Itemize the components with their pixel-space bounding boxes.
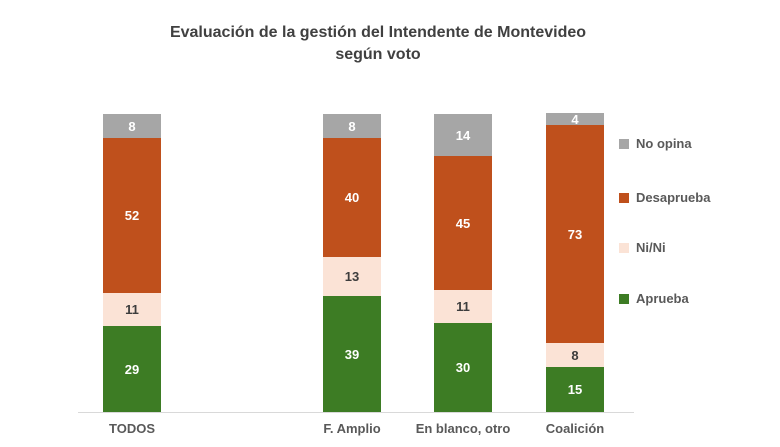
bar-segment-ni-ni: 8 [546, 343, 604, 367]
bar-segment-aprueba: 30 [434, 323, 492, 412]
bar-segment-desaprueba: 52 [103, 138, 161, 293]
bar-segment-no-opina: 14 [434, 114, 492, 156]
chart-title-line-1: Evaluación de la gestión del Intendente … [169, 24, 587, 41]
bar-segment-no-opina: 8 [323, 114, 381, 138]
bar-segment-aprueba: 15 [546, 367, 604, 412]
bar-segment-ni-ni: 13 [323, 257, 381, 296]
segment-value-label: 8 [128, 118, 136, 134]
segment-value-label: 52 [124, 208, 140, 223]
legend-item-ni-ni: Ni/Ni [619, 240, 666, 255]
segment-value-label: 40 [344, 190, 360, 205]
category-label-todos: TODOS [109, 421, 155, 436]
category-label-coalici-n: Coalición [545, 421, 605, 436]
legend-label: Desaprueba [636, 190, 711, 205]
legend-label: No opina [636, 136, 692, 151]
bar-todos: 29 11 52 8 [103, 114, 161, 412]
legend-item-no-opina: No opina [619, 136, 692, 151]
bar-segment-desaprueba: 73 [546, 125, 604, 343]
segment-value-label: 73 [567, 226, 583, 242]
bar-segment-ni-ni: 11 [103, 293, 161, 326]
legend-item-desaprueba: Desaprueba [619, 190, 710, 205]
segment-value-label: 11 [456, 299, 470, 314]
segment-value-label: 13 [344, 269, 360, 284]
bar-en-blanco-otro: 30 11 45 14 [434, 114, 492, 412]
segment-value-label: 45 [455, 215, 471, 231]
bar-segment-desaprueba: 45 [434, 156, 492, 290]
legend-label: Aprueba [636, 291, 689, 306]
x-axis-line [78, 412, 634, 413]
bar-segment-aprueba: 29 [103, 326, 161, 412]
legend-swatch-icon [619, 293, 629, 304]
bar-coalici-n: 15 8 73 4 [546, 113, 604, 412]
legend-swatch-icon [619, 242, 629, 253]
legend-swatch-icon [619, 138, 629, 149]
category-label-en-blanco-otro: En blanco, otro [415, 421, 511, 436]
bar-segment-no-opina: 4 [546, 111, 604, 127]
legend-label: Ni/Ni [636, 240, 666, 255]
segment-value-label: 29 [124, 361, 140, 377]
segment-value-label: 11 [125, 302, 139, 317]
bar-segment-desaprueba: 40 [323, 138, 381, 257]
bar-f-amplio: 39 13 40 8 [323, 114, 381, 412]
chart-title-line-2: según voto [335, 46, 421, 63]
bar-segment-ni-ni: 11 [434, 290, 492, 323]
bar-segment-aprueba: 39 [323, 296, 381, 412]
segment-value-label: 4 [571, 111, 579, 127]
segment-value-label: 14 [455, 127, 471, 143]
legend-swatch-icon [619, 192, 629, 203]
category-label-f-amplio: F. Amplio [323, 421, 381, 436]
segment-value-label: 8 [571, 347, 579, 363]
legend-item-aprueba: Aprueba [619, 291, 689, 306]
bar-segment-no-opina: 8 [103, 114, 161, 138]
chart-title: Evaluación de la gestión del Intendente … [78, 22, 678, 66]
segment-value-label: 8 [348, 118, 356, 134]
segment-value-label: 39 [344, 346, 360, 362]
segment-value-label: 30 [455, 360, 471, 375]
segment-value-label: 15 [567, 382, 583, 397]
